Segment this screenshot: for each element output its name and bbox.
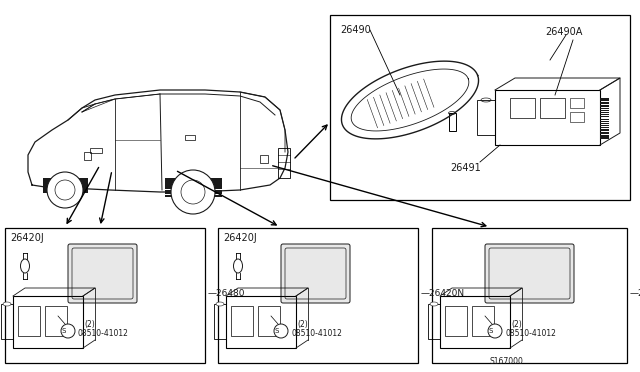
Circle shape (274, 324, 288, 338)
Bar (226, 296, 296, 348)
Circle shape (47, 172, 83, 208)
Text: —26421P: —26421P (630, 289, 640, 298)
Text: S: S (489, 328, 493, 334)
Bar (260, 155, 268, 163)
Text: S: S (62, 328, 66, 334)
Text: 26420J: 26420J (223, 233, 257, 243)
FancyBboxPatch shape (485, 244, 574, 303)
Bar (1, 304, 13, 339)
Bar (472, 306, 494, 336)
Circle shape (61, 324, 75, 338)
Circle shape (171, 170, 215, 214)
Text: —26480: —26480 (208, 289, 246, 298)
Text: S167000: S167000 (490, 357, 524, 366)
Text: 26490A: 26490A (545, 27, 582, 37)
Bar (258, 306, 280, 336)
Bar (90, 148, 102, 153)
Ellipse shape (20, 259, 29, 273)
Bar (495, 90, 600, 145)
Bar (428, 304, 440, 339)
Bar (214, 304, 226, 339)
Text: 26420J: 26420J (10, 233, 44, 243)
Bar (440, 296, 510, 348)
Text: 08510-41012: 08510-41012 (505, 328, 556, 337)
Bar (330, 15, 630, 200)
Bar (570, 112, 584, 122)
Ellipse shape (216, 302, 224, 306)
Circle shape (55, 180, 75, 200)
Bar (445, 306, 467, 336)
Bar (185, 135, 195, 140)
Circle shape (181, 180, 205, 204)
Bar (432, 228, 627, 363)
Bar (477, 100, 495, 135)
Bar (278, 148, 290, 178)
Ellipse shape (430, 302, 438, 306)
Bar (5, 228, 205, 363)
Bar (570, 98, 584, 108)
Bar (510, 98, 535, 118)
Text: 26491: 26491 (450, 163, 481, 173)
Bar (18, 306, 40, 336)
Ellipse shape (234, 259, 243, 273)
Bar (540, 98, 565, 118)
Text: 08510-41012: 08510-41012 (291, 328, 342, 337)
Bar (45, 306, 67, 336)
Text: S: S (275, 328, 279, 334)
Text: —26420N: —26420N (421, 289, 465, 298)
Bar (449, 113, 456, 131)
Text: (2): (2) (84, 320, 95, 328)
Ellipse shape (3, 302, 11, 306)
Text: 08510-41012: 08510-41012 (78, 328, 129, 337)
Bar (84, 152, 91, 160)
Text: (2): (2) (297, 320, 308, 328)
Circle shape (488, 324, 502, 338)
FancyBboxPatch shape (68, 244, 137, 303)
FancyBboxPatch shape (281, 244, 350, 303)
Bar (218, 228, 418, 363)
Bar (231, 306, 253, 336)
Text: (2): (2) (511, 320, 522, 328)
Bar (13, 296, 83, 348)
Text: 26490: 26490 (340, 25, 371, 35)
